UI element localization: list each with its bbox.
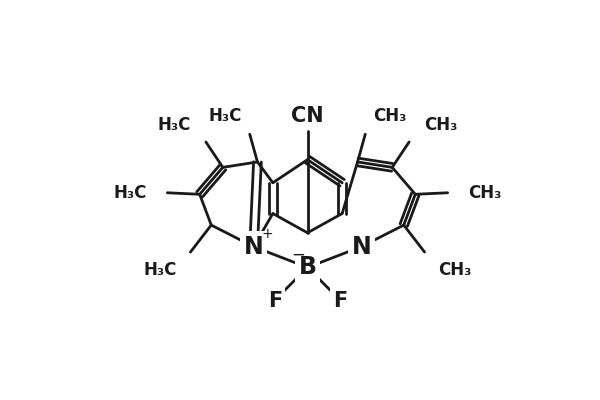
- Text: F: F: [268, 290, 282, 310]
- Text: N: N: [352, 235, 371, 259]
- Text: CH₃: CH₃: [439, 261, 472, 279]
- Text: CH₃: CH₃: [373, 107, 406, 125]
- Text: +: +: [262, 227, 273, 241]
- Text: CH₃: CH₃: [467, 184, 501, 202]
- Text: H₃C: H₃C: [209, 107, 242, 125]
- Text: N: N: [244, 235, 263, 259]
- Text: CN: CN: [291, 106, 324, 126]
- Text: H₃C: H₃C: [114, 184, 148, 202]
- Text: F: F: [333, 290, 347, 310]
- Text: CH₃: CH₃: [425, 116, 458, 134]
- Text: H₃C: H₃C: [143, 261, 176, 279]
- Text: B: B: [299, 256, 317, 280]
- Text: H₃C: H₃C: [157, 116, 190, 134]
- Text: −: −: [292, 245, 305, 263]
